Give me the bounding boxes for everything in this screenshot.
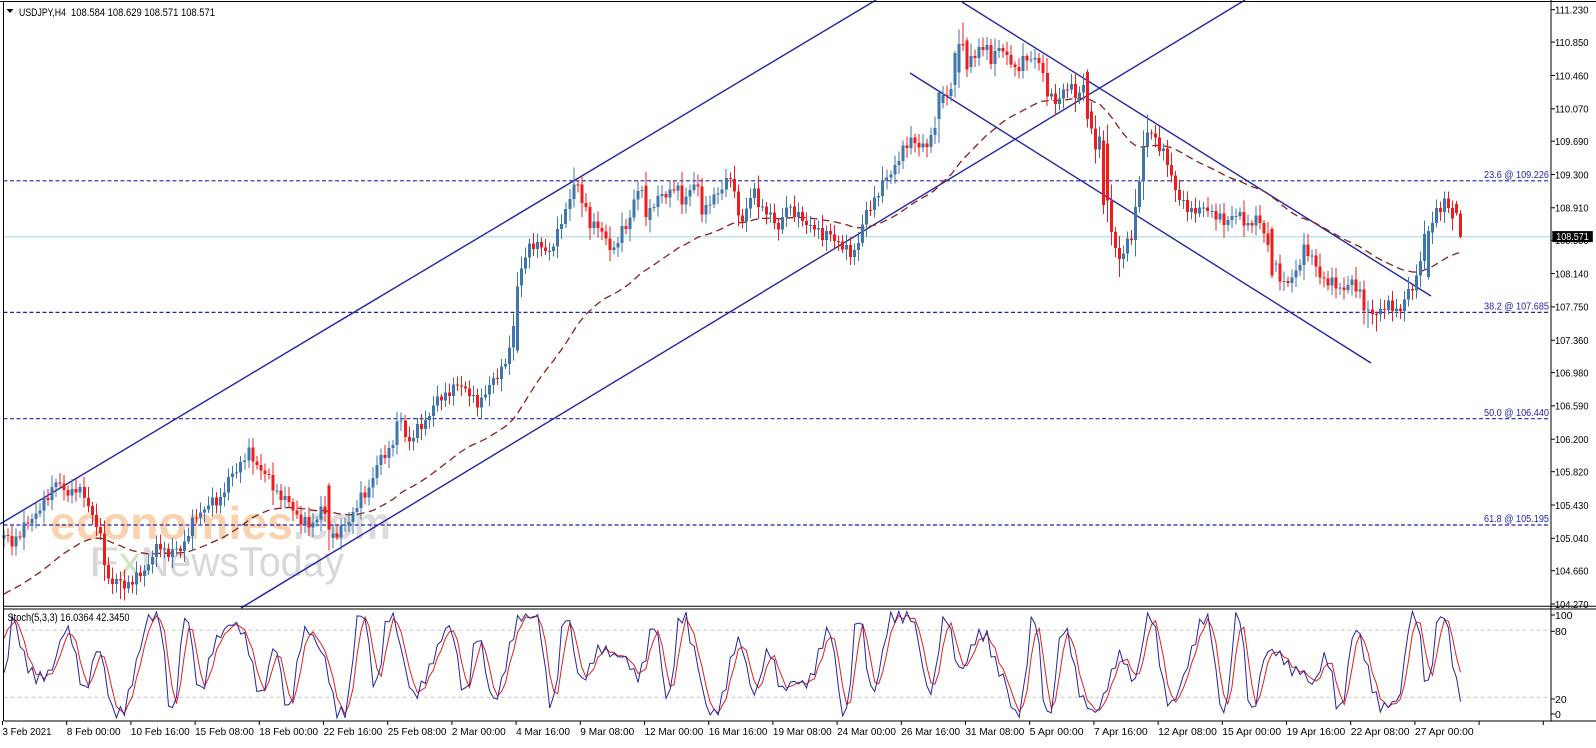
svg-text:15 Feb 08:00: 15 Feb 08:00: [195, 726, 254, 738]
svg-text:107.750: 107.750: [1555, 302, 1589, 314]
svg-text:12 Apr 08:00: 12 Apr 08:00: [1158, 726, 1217, 738]
svg-text:61.8 @ 105.195: 61.8 @ 105.195: [1484, 514, 1549, 525]
svg-text:26 Mar 16:00: 26 Mar 16:00: [901, 726, 960, 738]
svg-text:4 Mar 16:00: 4 Mar 16:00: [516, 726, 570, 738]
svg-text:108.910: 108.910: [1555, 203, 1589, 215]
svg-text:104.270: 104.270: [1555, 599, 1589, 611]
svg-text:22 Apr 08:00: 22 Apr 08:00: [1351, 726, 1410, 738]
svg-text:110.460: 110.460: [1555, 70, 1589, 82]
svg-text:16 Mar 16:00: 16 Mar 16:00: [709, 726, 768, 738]
svg-text:27 Apr 00:00: 27 Apr 00:00: [1415, 726, 1474, 738]
svg-text:FxNewsToday: FxNewsToday: [89, 538, 344, 585]
svg-text:109.300: 109.300: [1555, 169, 1589, 181]
svg-text:105.430: 105.430: [1555, 500, 1589, 512]
svg-text:105.040: 105.040: [1555, 533, 1589, 545]
svg-text:2 Mar 00:00: 2 Mar 00:00: [452, 726, 506, 738]
svg-text:31 Mar 08:00: 31 Mar 08:00: [966, 726, 1025, 738]
svg-text:Stoch(5,3,3) 16.0364 42.3450: Stoch(5,3,3) 16.0364 42.3450: [8, 612, 130, 624]
svg-text:25 Feb 08:00: 25 Feb 08:00: [388, 726, 447, 738]
svg-text:106.200: 106.200: [1555, 434, 1589, 446]
svg-text:80: 80: [1555, 626, 1567, 638]
svg-text:15 Apr 00:00: 15 Apr 00:00: [1222, 726, 1281, 738]
svg-text:10 Feb 16:00: 10 Feb 16:00: [131, 726, 190, 738]
svg-text:111.230: 111.230: [1555, 5, 1589, 17]
svg-text:5 Apr 00:00: 5 Apr 00:00: [1030, 726, 1084, 738]
svg-text:USDJPY,H4: USDJPY,H4: [19, 7, 66, 19]
svg-text:110.070: 110.070: [1555, 104, 1589, 116]
svg-text:106.980: 106.980: [1555, 367, 1589, 379]
svg-text:104.660: 104.660: [1555, 566, 1589, 578]
svg-text:9 Mar 08:00: 9 Mar 08:00: [580, 726, 634, 738]
svg-text:economies.com: economies.com: [50, 497, 391, 549]
svg-text:110.850: 110.850: [1555, 37, 1589, 49]
svg-text:107.360: 107.360: [1555, 335, 1589, 347]
svg-text:50.0 @ 106.440: 50.0 @ 106.440: [1484, 408, 1549, 419]
svg-text:3 Feb 2021: 3 Feb 2021: [3, 726, 52, 738]
svg-text:109.690: 109.690: [1555, 136, 1589, 148]
svg-text:19 Apr 16:00: 19 Apr 16:00: [1287, 726, 1346, 738]
svg-text:106.590: 106.590: [1555, 401, 1589, 413]
svg-text:19 Mar 08:00: 19 Mar 08:00: [773, 726, 832, 738]
svg-text:0: 0: [1555, 709, 1561, 721]
svg-text:108.140: 108.140: [1555, 268, 1589, 280]
svg-text:105.820: 105.820: [1555, 467, 1589, 479]
svg-text:23.6 @ 109.226: 23.6 @ 109.226: [1484, 170, 1549, 181]
svg-text:24 Mar 00:00: 24 Mar 00:00: [837, 726, 896, 738]
svg-text:20: 20: [1555, 694, 1567, 706]
svg-text:8 Feb 00:00: 8 Feb 00:00: [67, 726, 121, 738]
svg-text:38.2 @ 107.685: 38.2 @ 107.685: [1484, 302, 1549, 313]
svg-text:7 Apr 16:00: 7 Apr 16:00: [1094, 726, 1148, 738]
svg-text:108.584 108.629 108.571 108.57: 108.584 108.629 108.571 108.571: [71, 7, 215, 19]
svg-text:18 Feb 00:00: 18 Feb 00:00: [259, 726, 318, 738]
svg-text:100: 100: [1555, 610, 1573, 622]
svg-text:108.571: 108.571: [1556, 232, 1589, 243]
svg-text:12 Mar 00:00: 12 Mar 00:00: [645, 726, 704, 738]
svg-text:22 Feb 16:00: 22 Feb 16:00: [324, 726, 383, 738]
